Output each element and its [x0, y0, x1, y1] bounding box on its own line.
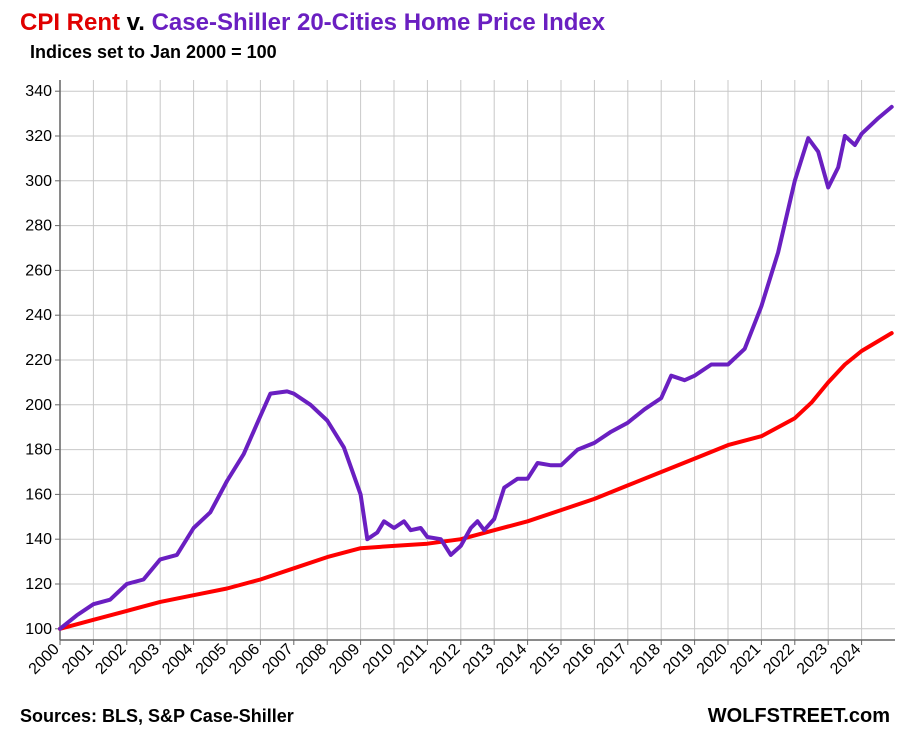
line-chart: 1001201401601802002202402602803003203402…: [0, 0, 909, 738]
chart-subtitle: Indices set to Jan 2000 = 100: [30, 42, 277, 62]
chart-container: 1001201401601802002202402602803003203402…: [0, 0, 909, 738]
y-tick-label: 140: [25, 531, 52, 548]
y-tick-label: 260: [25, 262, 52, 279]
sources-label: Sources: BLS, S&P Case-Shiller: [20, 706, 294, 726]
y-tick-label: 180: [25, 442, 52, 459]
y-tick-label: 220: [25, 352, 52, 369]
y-tick-label: 100: [25, 621, 52, 638]
y-tick-label: 160: [25, 486, 52, 503]
y-tick-label: 340: [25, 83, 52, 100]
y-tick-label: 200: [25, 397, 52, 414]
y-tick-label: 280: [25, 218, 52, 235]
y-tick-label: 320: [25, 128, 52, 145]
y-tick-label: 240: [25, 307, 52, 324]
y-tick-label: 300: [25, 173, 52, 190]
attribution-label: WOLFSTREET.com: [708, 705, 890, 727]
chart-title: CPI Rent v. Case-Shiller 20-Cities Home …: [20, 9, 606, 36]
y-tick-label: 120: [25, 576, 52, 593]
